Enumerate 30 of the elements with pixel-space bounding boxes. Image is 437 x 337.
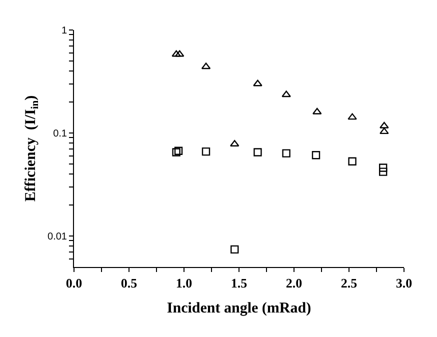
point	[230, 245, 239, 254]
point	[348, 157, 356, 166]
x-tick-label: 0.5	[120, 276, 138, 291]
x-axis-title: Incident angle (mRad)	[166, 300, 312, 317]
point	[202, 147, 210, 156]
x-tick-label: 3.0	[396, 276, 412, 291]
point	[172, 148, 180, 156]
y-tick-label: 0.01	[48, 231, 68, 242]
point	[282, 90, 291, 98]
point	[253, 80, 262, 86]
point	[201, 62, 211, 70]
point	[312, 108, 322, 114]
point	[380, 128, 389, 134]
x-tick-label: 1.5	[230, 276, 248, 291]
point	[312, 151, 320, 160]
point	[348, 113, 357, 120]
point	[379, 168, 388, 176]
point	[172, 50, 181, 57]
y-tick-label: 0.1	[53, 128, 68, 140]
x-tick-label: 2.0	[286, 276, 302, 291]
point	[174, 146, 183, 156]
y-tick-label: 1	[61, 26, 68, 36]
point	[174, 50, 184, 57]
point	[254, 148, 262, 156]
point	[282, 149, 290, 158]
point	[379, 164, 388, 172]
point	[380, 122, 389, 128]
x-tick-label: 1.0	[176, 276, 192, 291]
x-tick-label: 2.5	[340, 276, 358, 291]
x-tick-label: 0.0	[66, 276, 82, 291]
